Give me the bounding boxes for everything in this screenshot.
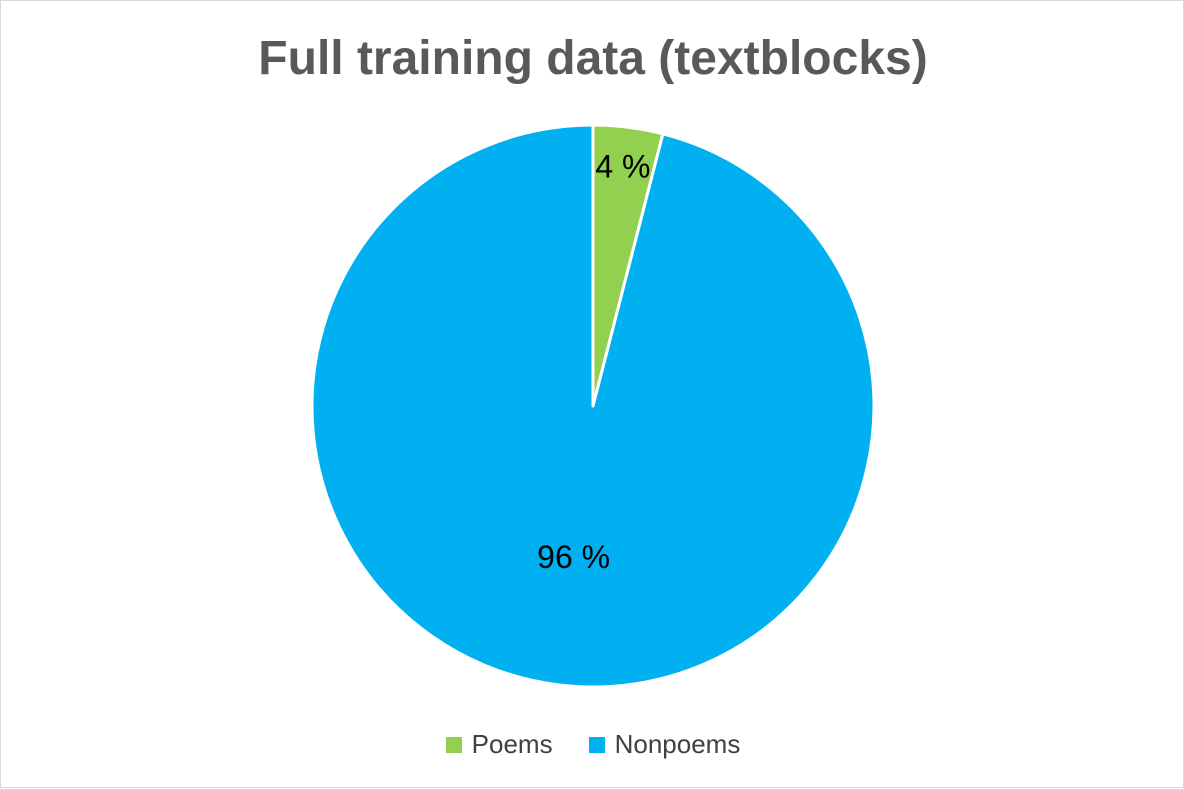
legend-item-poems: Poems	[445, 729, 553, 760]
legend-swatch-poems	[445, 736, 462, 753]
data-label-poems: 4 %	[595, 148, 650, 184]
legend-item-nonpoems: Nonpoems	[588, 729, 741, 760]
pie-slice-nonpoems	[310, 123, 876, 689]
legend-label-poems: Poems	[471, 729, 553, 759]
data-label-nonpoems: 96 %	[537, 539, 610, 575]
pie-data-labels: 4 % 96 %	[537, 148, 650, 574]
legend: Poems Nonpoems	[1, 729, 1184, 760]
legend-label-nonpoems: Nonpoems	[614, 729, 741, 759]
chart-title: Full training data (textblocks)	[258, 32, 928, 85]
pie-slices	[310, 123, 876, 689]
legend-swatch-nonpoems	[588, 736, 605, 753]
